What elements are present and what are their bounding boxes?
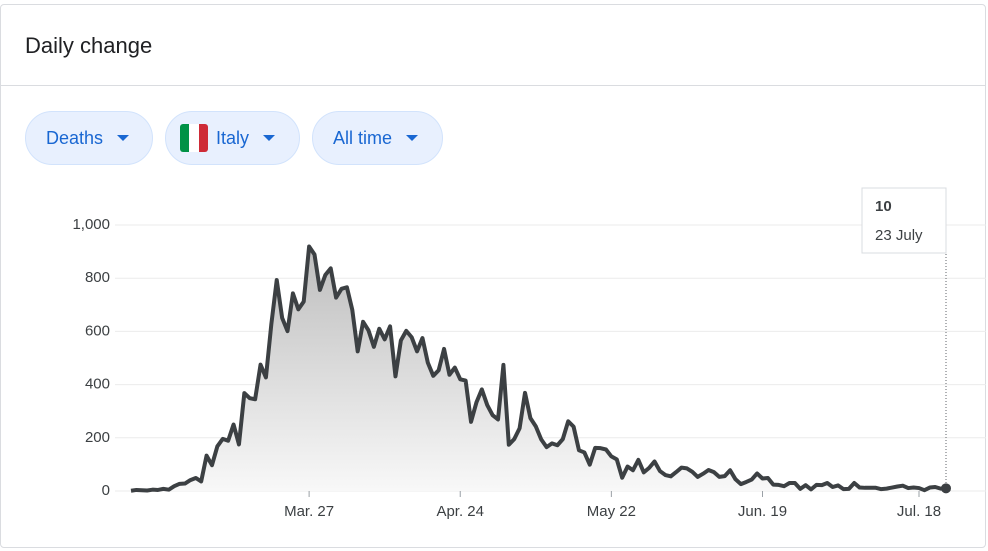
line — [130, 244, 947, 493]
hover-point — [941, 483, 951, 494]
tooltip-value: 10 — [875, 198, 892, 215]
range-dropdown[interactable]: All time — [312, 111, 443, 165]
area — [131, 246, 946, 491]
flag — [180, 124, 208, 152]
x-tick-label: Jul. 18 — [897, 503, 941, 520]
separator — [1, 85, 985, 86]
y-tick-label: 400 — [85, 376, 110, 393]
x-tick-label: Jun. 19 — [738, 503, 787, 520]
y-tick-label: 200 — [85, 429, 110, 446]
tooltip — [861, 187, 947, 254]
caret — [263, 135, 276, 141]
card-title: Daily change — [25, 33, 153, 58]
caret — [117, 135, 130, 141]
country-dropdown[interactable]: Italy — [165, 111, 300, 165]
tooltip-date: 23 July — [875, 227, 923, 244]
x-tick-label: Mar. 27 — [284, 503, 334, 520]
y-tick-label: 0 — [102, 482, 110, 499]
caret — [406, 135, 419, 141]
x-tick-label: Apr. 24 — [436, 503, 484, 520]
dropdown-label: Italy — [216, 127, 250, 148]
y-tick-label: 1,000 — [72, 216, 110, 233]
x-tick-label: May 22 — [587, 503, 636, 520]
dropdown-label: Deaths — [46, 127, 104, 148]
metric-dropdown[interactable]: Deaths — [25, 111, 153, 165]
y-tick-label: 800 — [85, 269, 110, 286]
dropdown-label: All time — [333, 127, 393, 148]
y-tick-label: 600 — [85, 322, 110, 339]
card: Daily change Deaths Italy All time — [0, 4, 986, 548]
